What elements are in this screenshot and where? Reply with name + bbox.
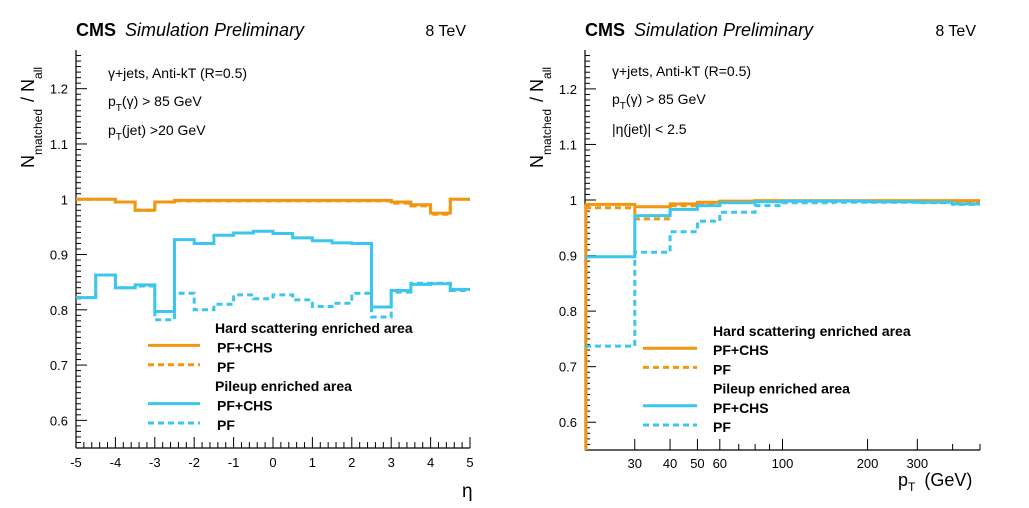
annotation-sub: T	[116, 132, 122, 143]
y-label-main: N	[18, 155, 38, 168]
x-tick-label: 40	[663, 456, 677, 471]
y-tick-label: 0.9	[50, 248, 68, 263]
x-tick-label: 50	[690, 456, 704, 471]
y-label-sep: / N	[18, 79, 38, 107]
legend-label: PF+CHS	[217, 339, 273, 355]
x-axis-label: η	[462, 481, 473, 502]
simulation-label: Simulation Preliminary	[120, 20, 305, 40]
annotation-text: γ+jets, Anti-kT (R=0.5)	[612, 63, 751, 79]
x-tick-label: -1	[228, 455, 240, 470]
series-line-pileup-pf	[585, 200, 980, 348]
legend-label: PF+CHS	[217, 398, 273, 414]
annotation: pT(jet) >20 GeV	[108, 122, 206, 143]
energy-label: 8 TeV	[425, 23, 466, 40]
y-label-sub1: matched	[540, 109, 554, 155]
legend-label: PF	[217, 359, 235, 375]
energy-label: 8 TeV	[935, 23, 976, 40]
x-tick-label: 60	[713, 456, 727, 471]
legend-label: PF+CHS	[713, 342, 769, 358]
y-tick-label: 1.1	[559, 137, 577, 152]
y-tick-label: 0.7	[50, 358, 68, 373]
y-tick-label: 1.2	[50, 82, 68, 97]
annotation-text: p	[612, 91, 620, 107]
annotation-text: (jet) >20 GeV	[122, 122, 206, 138]
legend-label: PF	[713, 361, 731, 377]
y-tick-label: 1.1	[50, 137, 68, 152]
series-line-pileup-pf	[76, 273, 470, 322]
x-tick-label: 30	[628, 456, 642, 471]
legend-label: PF+CHS	[713, 400, 769, 416]
annotation-text: p	[108, 93, 116, 109]
y-tick-label: 0.8	[559, 304, 577, 319]
chart-header: CMS Simulation Preliminary	[76, 20, 305, 40]
x-tick-label: 100	[772, 456, 794, 471]
y-label-text: Nmatched / Nall	[527, 67, 554, 168]
x-tick-label: 2	[348, 455, 355, 470]
annotation-text: (γ) > 85 GeV	[122, 93, 202, 109]
y-label-sub1: matched	[31, 109, 45, 155]
annotation-text: |η(jet)| < 2.5	[612, 121, 687, 137]
y-axis-label: Nmatched / Nall	[527, 67, 554, 168]
x-tick-label: 200	[857, 456, 879, 471]
y-tick-label: 1	[570, 193, 577, 208]
legend-label: PF	[713, 419, 731, 435]
x-tick-label: 3	[388, 455, 395, 470]
y-label-text: Nmatched / Nall	[18, 67, 45, 168]
x-tick-label: -2	[188, 455, 200, 470]
y-label-main: N	[527, 155, 547, 168]
y-label-sub2: all	[540, 67, 554, 79]
chart-header: CMS Simulation Preliminary	[585, 20, 814, 40]
x-label-var: p	[898, 470, 908, 490]
legend-label: PF	[217, 417, 235, 433]
annotation-text: p	[108, 122, 116, 138]
y-tick-label: 0.7	[559, 360, 577, 375]
series-line-pileup-pf-chs	[76, 229, 470, 313]
y-tick-label: 1.2	[559, 82, 577, 97]
x-tick-label: -3	[149, 455, 161, 470]
series-line-hard-pf-chs	[76, 197, 470, 215]
x-tick-label: 300	[906, 456, 928, 471]
y-axis-label: Nmatched / Nall	[18, 67, 45, 168]
chart-panel-2: CMS Simulation Preliminary 8 TeV 0.6 0.7 0.8…	[527, 20, 981, 494]
y-tick-label: 0.6	[50, 413, 68, 428]
annotation-sub: T	[116, 103, 122, 114]
experiment-label: CMS	[76, 20, 116, 40]
y-tick-label: 1	[61, 192, 68, 207]
annotation-text: γ+jets, Anti-kT (R=0.5)	[108, 65, 247, 81]
annotation: γ+jets, Anti-kT (R=0.5)	[108, 65, 247, 81]
y-tick-label: 0.8	[50, 303, 68, 318]
y-tick-label: 0.9	[559, 249, 577, 264]
annotation-sub: T	[620, 101, 626, 112]
x-tick-label: -4	[110, 455, 122, 470]
annotation: |η(jet)| < 2.5	[612, 121, 687, 137]
annotation: pT(γ) > 85 GeV	[612, 91, 706, 112]
legend-header: Pileup enriched area	[713, 381, 850, 397]
annotation: γ+jets, Anti-kT (R=0.5)	[612, 63, 751, 79]
y-label-sep: / N	[527, 79, 547, 107]
x-tick-label: 1	[309, 455, 316, 470]
annotation: pT(γ) > 85 GeV	[108, 93, 202, 114]
legend-header: Hard scattering enriched area	[713, 323, 911, 339]
chart-panel-1: CMS Simulation Preliminary 8 TeV 0.6 0.7 0.8…	[18, 20, 474, 502]
simulation-label: Simulation Preliminary	[629, 20, 814, 40]
legend-header: Hard scattering enriched area	[215, 320, 413, 336]
x-axis-label: pT (GeV)	[898, 470, 972, 494]
y-label-sub2: all	[31, 67, 45, 79]
series-line-pileup-pf-chs	[585, 199, 980, 259]
x-tick-label: 0	[269, 455, 276, 470]
x-tick-label: -5	[70, 455, 82, 470]
x-label-sub: T	[908, 480, 916, 494]
y-tick-label: 0.6	[559, 415, 577, 430]
annotation-text: (γ) > 85 GeV	[626, 91, 706, 107]
x-tick-label: 5	[466, 455, 473, 470]
x-label-unit: (GeV)	[919, 470, 972, 490]
x-tick-label: 4	[427, 455, 434, 470]
legend-header: Pileup enriched area	[215, 378, 352, 394]
experiment-label: CMS	[585, 20, 625, 40]
